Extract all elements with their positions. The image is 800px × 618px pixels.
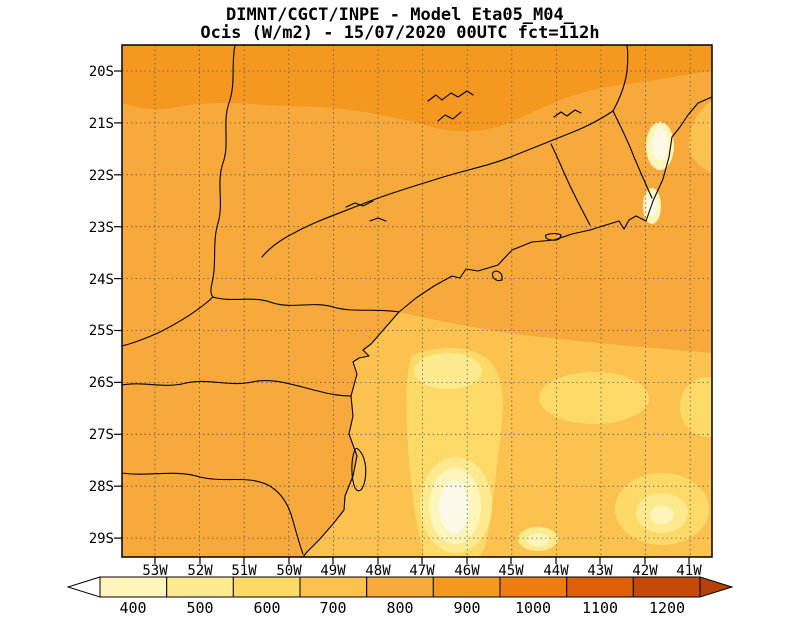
lat-label-29s: 29S	[89, 531, 114, 547]
river-squiggle-2	[437, 111, 462, 122]
lon-label-42w: 42W	[632, 563, 658, 579]
parana-river-lower	[122, 296, 214, 347]
colorbar-left-arrow	[66, 576, 101, 598]
river-squiggle-4	[345, 200, 374, 208]
lon-label-48w: 48W	[365, 563, 391, 579]
lat-label-24s: 24S	[89, 272, 114, 288]
map-outlines	[122, 45, 712, 557]
sc-rs-border	[122, 472, 304, 555]
lon-label-50w: 50W	[276, 563, 302, 579]
colorbar: 400 500 600 700 800 900 1000 1100 1200	[66, 576, 734, 617]
fill-400-500-spot-bottom	[527, 533, 549, 547]
sp-pr-border	[212, 296, 400, 313]
coastline	[302, 96, 712, 557]
fill-below-400-spot-ne	[652, 128, 668, 160]
lat-label-22s: 22S	[89, 168, 114, 184]
colorbar-label-1200: 1200	[649, 599, 685, 617]
lon-label-43w: 43W	[587, 563, 613, 579]
lon-label-51w: 51W	[231, 563, 257, 579]
axis-ticks	[114, 70, 690, 564]
fill-900-1000-north-band	[122, 45, 712, 132]
fill-600-700-patch-east	[539, 372, 649, 424]
colorbar-label-900: 900	[453, 599, 480, 617]
river-squiggle-3	[553, 109, 582, 118]
island-ilha-grande	[545, 232, 562, 241]
map-plot	[121, 44, 713, 558]
lat-label-21s: 21S	[89, 116, 114, 132]
colorbar-right-arrow	[699, 576, 734, 598]
lon-label-45w: 45W	[498, 563, 524, 579]
plot-frame	[121, 44, 713, 558]
colorbar-segment-1000	[499, 576, 568, 598]
fill-400-500-patch-se	[650, 506, 674, 524]
fill-600-700-patch-edge	[680, 377, 712, 437]
lat-label-27s: 27S	[89, 427, 114, 443]
colorbar-segment-800	[366, 576, 434, 598]
lat-label-25s: 25S	[89, 323, 114, 339]
colorbar-label-500: 500	[186, 599, 213, 617]
island-ilhabela	[491, 270, 503, 282]
colorbar-label-1100: 1100	[582, 599, 618, 617]
lon-label-41w: 41W	[676, 563, 702, 579]
colorbar-segment-400	[99, 576, 168, 598]
colorbar-label-400: 400	[119, 599, 146, 617]
figure-title-line2: Ocis (W/m2) - 15/07/2020 00UTC fct=112h	[200, 23, 599, 43]
colorbar-segment-1200	[632, 576, 701, 598]
fill-700-800-offshore-ne	[688, 101, 712, 173]
fill-below-400-spot	[439, 481, 469, 533]
colorbar-segment-600	[232, 576, 301, 598]
colorbar-label-1000: 1000	[515, 599, 551, 617]
colorbar-segment-900	[432, 576, 501, 598]
lat-label-20s: 20S	[89, 64, 114, 80]
colorbar-labels: 400 500 600 700 800 900 1000 1100 1200	[119, 599, 685, 617]
figure-title-line1: DIMNT/CGCT/INPE - Model Eta05_M04_	[226, 5, 575, 25]
pr-sc-border	[122, 379, 352, 397]
parana-river-border	[210, 45, 236, 298]
lat-label-28s: 28S	[89, 479, 114, 495]
contour-fill-field	[122, 45, 712, 557]
es-border-north	[612, 45, 629, 112]
lon-label-44w: 44W	[543, 563, 569, 579]
grid-lines	[122, 45, 712, 557]
lon-label-53w: 53W	[142, 563, 168, 579]
mg-es-border	[612, 110, 653, 199]
lon-label-47w: 47W	[409, 563, 435, 579]
lon-label-49w: 49W	[320, 563, 346, 579]
colorbar-label-800: 800	[386, 599, 413, 617]
rj-border	[550, 143, 591, 226]
fill-500-600-patch-coastal	[414, 353, 482, 389]
island-florianopolis	[351, 447, 367, 492]
lon-label-46w: 46W	[454, 563, 480, 579]
river-squiggle-5	[369, 217, 387, 222]
colorbar-label-600: 600	[253, 599, 280, 617]
lat-label-26s: 26S	[89, 375, 114, 391]
colorbar-segment-500	[166, 576, 234, 598]
river-squiggle-1	[427, 90, 474, 102]
lat-label-23s: 23S	[89, 220, 114, 236]
lon-label-52w: 52W	[187, 563, 213, 579]
mg-sp-border	[261, 110, 614, 258]
longitude-axis: 53W 52W 51W 50W 49W 48W 47W 46W 45W 44W …	[142, 563, 702, 579]
colorbar-segment-1100	[566, 576, 634, 598]
colorbar-segment-700	[299, 576, 368, 598]
colorbar-label-700: 700	[319, 599, 346, 617]
latitude-axis: 20S 21S 22S 23S 24S 25S 26S 27S 28S 29S	[89, 64, 114, 547]
